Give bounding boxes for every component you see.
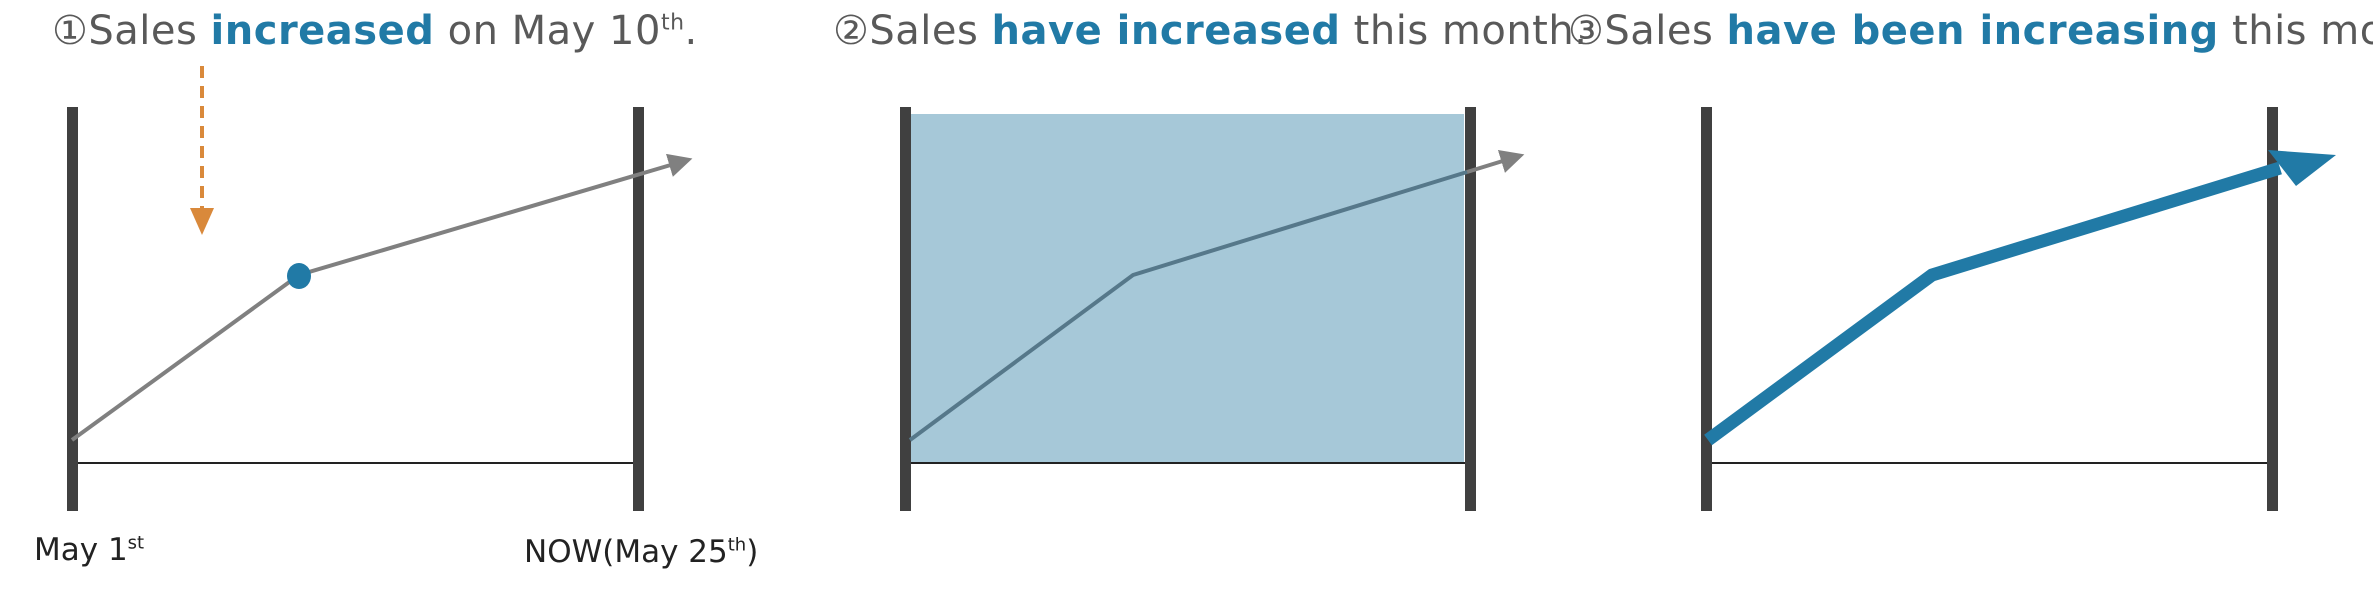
panel-1-title: ①Sales increased on May 10th. (52, 8, 698, 54)
timeline-start-label: May 1st (34, 532, 144, 568)
timeline-start-sup: st (127, 532, 145, 554)
panel-1-title-end: . (684, 8, 698, 54)
timeline-start-main: May 1 (34, 532, 128, 568)
timeline-end-close: ) (746, 534, 759, 570)
panel-1-marker-arrowhead (190, 208, 214, 235)
panel-1-title-after: on May 10 (434, 8, 661, 54)
timeline-end-label: NOW(May 25th) (524, 534, 758, 570)
panel-3-start-bar (1701, 107, 1712, 511)
panel-3-trend-line (1704, 161, 2282, 446)
panel-3-diagram (1701, 107, 2336, 511)
panel-2-start-bar (900, 107, 911, 511)
panel-1-number: ① (52, 8, 89, 54)
panel-1-title-sup: th (660, 10, 685, 36)
timeline-end-main: NOW(May 25 (524, 534, 728, 570)
panel-1-event-dot (287, 263, 311, 289)
panel-2-title-emphasis: have increased (991, 8, 1341, 54)
panel-1-diagram (67, 66, 693, 511)
panel-2-number: ② (833, 8, 870, 54)
panel-3-end-bar (2267, 107, 2278, 511)
timeline-end-sup: th (727, 534, 747, 556)
panel-3-title-before: Sales (1604, 8, 1727, 54)
panel-3-trend-arrowhead (2268, 150, 2336, 186)
panel-3-title-after: this month. (2232, 8, 2373, 54)
panel-3-title-emphasis: have been increasing (1726, 8, 2219, 54)
panel-2-title-after: this month. (1340, 8, 1588, 54)
panel-1-title-before: Sales (88, 8, 211, 54)
panel-2-period-fill (910, 114, 1464, 463)
panel-2-diagram (900, 107, 1525, 511)
panel-1-trend-line (70, 153, 693, 442)
panel-1-end-bar (633, 107, 644, 511)
panel-1-title-emphasis: increased (210, 8, 435, 54)
panel-2-end-bar (1465, 107, 1476, 511)
panel-2-trend-line (908, 170, 1468, 442)
panel-2-title-before: Sales (869, 8, 992, 54)
panel-3-title: ③Sales have been increasing this month. (1568, 8, 2373, 54)
panel-1-start-bar (67, 107, 78, 511)
panel-2-title: ②Sales have increased this month. (833, 8, 1587, 54)
panel-2-trend-line-extension (1466, 149, 1525, 174)
panel-3-number: ③ (1568, 8, 1605, 54)
